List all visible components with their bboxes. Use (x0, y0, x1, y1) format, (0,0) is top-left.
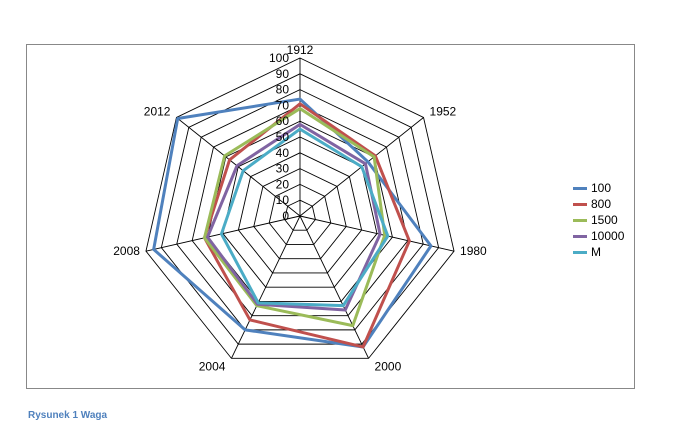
legend-item: 10000 (573, 228, 624, 244)
series-line-10000 (206, 122, 382, 312)
legend-item: 800 (573, 196, 624, 212)
grid-ring (284, 199, 316, 231)
tick-label: 100 (269, 51, 289, 65)
category-label: 1952 (430, 104, 457, 118)
legend-label: 10000 (591, 229, 625, 243)
tick-label: 50 (276, 130, 290, 144)
category-label: 2000 (375, 359, 402, 373)
category-label: 2008 (113, 244, 140, 258)
grid-ring (253, 168, 347, 260)
grid-ring (176, 89, 424, 331)
tick-label: 0 (282, 209, 289, 223)
legend-label: 100 (591, 181, 612, 195)
series-line-1500 (202, 107, 387, 328)
legend-swatch (573, 186, 587, 190)
legend-label: M (591, 245, 601, 259)
legend-label: 1500 (591, 213, 618, 227)
axis-spoke (231, 215, 301, 359)
category-label: 2004 (199, 359, 226, 373)
tick-label: 40 (276, 146, 290, 160)
axis-spoke (299, 215, 369, 359)
series-line-100 (152, 97, 433, 349)
grid-ring (145, 57, 455, 359)
legend-swatch (573, 218, 587, 222)
chart-area (26, 44, 635, 389)
category-label: 1912 (287, 43, 314, 57)
axis-spoke (299, 215, 455, 252)
category-label: 2012 (144, 104, 171, 118)
tick-label: 90 (276, 67, 290, 81)
series-line-800 (202, 102, 411, 349)
axis-spoke (176, 117, 301, 217)
figure-caption: Rysunek 1 Waga (28, 410, 108, 421)
tick-label: 30 (276, 162, 290, 176)
tick-label: 60 (276, 114, 290, 128)
grid-ring (222, 136, 378, 288)
legend-swatch (573, 250, 587, 254)
series-line-M (219, 127, 390, 308)
legend: 100 800 1500 10000 M (573, 180, 624, 260)
tick-label: 20 (276, 177, 290, 191)
legend-swatch (573, 202, 587, 206)
tick-label: 70 (276, 98, 290, 112)
legend-label: 800 (591, 197, 612, 211)
legend-item: 100 (573, 180, 624, 196)
tick-label: 80 (276, 83, 290, 97)
legend-swatch (573, 234, 587, 238)
grid-ring (268, 183, 332, 245)
grid-ring (160, 73, 440, 345)
category-label: 1980 (460, 244, 487, 258)
legend-item: M (573, 244, 624, 260)
legend-item: 1500 (573, 212, 624, 228)
tick-label: 10 (276, 193, 290, 207)
grid-ring (237, 152, 363, 274)
